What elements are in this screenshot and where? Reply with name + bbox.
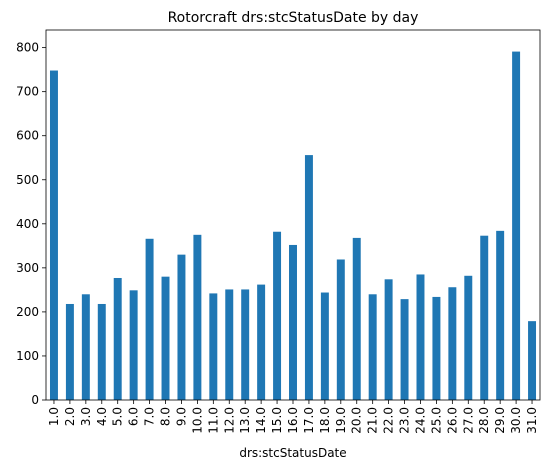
x-tick-label: 11.0: [206, 407, 220, 434]
bar-9.0: [177, 254, 186, 400]
x-tick-label: 23.0: [398, 407, 412, 434]
bar-1.0: [49, 70, 58, 401]
bar-11.0: [209, 293, 218, 400]
bar-26.0: [448, 287, 457, 400]
x-tick-label: 8.0: [159, 407, 173, 426]
bar-14.0: [257, 284, 266, 400]
bar-27.0: [464, 275, 473, 400]
y-axis: 0 100 200 300 400 500 600 700 800: [16, 41, 46, 407]
x-tick-label: 10.0: [190, 407, 204, 434]
y-tick-label: 500: [16, 173, 39, 187]
bar-17.0: [304, 155, 313, 400]
bar-25.0: [432, 296, 441, 400]
bar-2.0: [65, 303, 74, 400]
bar-16.0: [289, 244, 297, 400]
bar-15.0: [273, 231, 282, 400]
y-tick-label: 800: [16, 41, 39, 55]
bar-13.0: [241, 289, 250, 400]
bar-7.0: [145, 238, 154, 400]
y-tick-label: 600: [16, 129, 39, 143]
y-tick-label: 0: [31, 393, 39, 407]
bar-31.0: [528, 321, 537, 400]
bar-8.0: [161, 276, 170, 400]
plot-frame: [45, 29, 541, 401]
x-tick-label: 29.0: [493, 407, 507, 434]
x-tick-label: 14.0: [254, 407, 268, 434]
x-tick-label: 6.0: [127, 407, 141, 426]
x-tick-label: 12.0: [222, 407, 236, 434]
x-tick-label: 26.0: [445, 407, 459, 434]
bar-12.0: [225, 289, 234, 400]
x-tick-label: 15.0: [270, 407, 284, 434]
x-tick-label: 21.0: [366, 407, 380, 434]
x-tick-label: 31.0: [525, 407, 539, 434]
bar-28.0: [480, 235, 489, 400]
y-tick-label: 200: [16, 305, 39, 319]
y-tick-label: 700: [16, 85, 39, 99]
x-tick-label: 3.0: [79, 407, 93, 426]
bar-21.0: [368, 294, 377, 400]
y-tick-label: 100: [16, 349, 39, 363]
x-tick-label: 24.0: [413, 407, 427, 434]
y-tick-label: 300: [16, 261, 39, 275]
bar-19.0: [336, 259, 345, 400]
x-tick-label: 7.0: [143, 407, 157, 426]
x-tick-label: 16.0: [286, 407, 300, 434]
x-tick-label: 20.0: [350, 407, 364, 434]
x-axis: 1.0 2.0 3.0 4.0 5.0 6.0 7.0 8.0 9.0 10.0 11.0 12.0 1…: [47, 400, 539, 434]
x-tick-label: 4.0: [95, 407, 109, 426]
x-tick-label: 17.0: [302, 407, 316, 434]
bar-6.0: [129, 290, 138, 400]
x-tick-label: 18.0: [318, 407, 332, 434]
bar-22.0: [384, 279, 393, 400]
y-tick-label: 400: [16, 217, 39, 231]
x-axis-label: drs:stcStatusDate: [239, 446, 346, 460]
bar-20.0: [352, 237, 361, 400]
x-tick-label: 19.0: [334, 407, 348, 434]
bar-4.0: [97, 303, 106, 400]
x-tick-label: 2.0: [63, 407, 77, 426]
bar-18.0: [320, 292, 329, 400]
x-tick-label: 30.0: [509, 407, 523, 434]
x-tick-label: 22.0: [382, 407, 396, 434]
bar-10.0: [193, 234, 202, 400]
x-tick-label: 9.0: [174, 407, 188, 426]
chart-title: Rotorcraft drs:stcStatusDate by day: [168, 10, 419, 26]
bar-23.0: [400, 299, 409, 400]
x-tick-label: 28.0: [477, 407, 491, 434]
bar-5.0: [113, 277, 122, 400]
bar-24.0: [416, 274, 425, 400]
x-tick-label: 1.0: [47, 407, 61, 426]
x-tick-label: 27.0: [461, 407, 475, 434]
bar-29.0: [496, 230, 505, 400]
x-tick-label: 25.0: [429, 407, 443, 434]
x-tick-label: 13.0: [238, 407, 252, 434]
bar-3.0: [81, 294, 90, 400]
bars: [49, 51, 537, 401]
x-tick-label: 5.0: [111, 407, 125, 426]
bar-30.0: [512, 51, 521, 400]
